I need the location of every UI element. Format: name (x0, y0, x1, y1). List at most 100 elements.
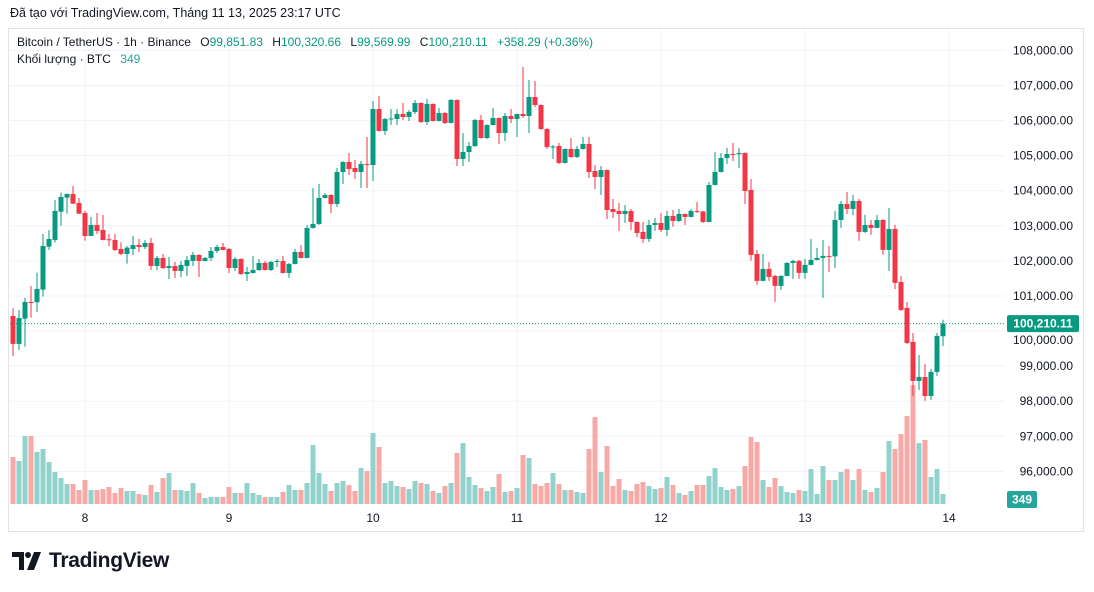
candle[interactable] (178, 260, 184, 277)
candle[interactable] (580, 136, 586, 150)
candle[interactable] (706, 181, 712, 223)
candle[interactable] (808, 238, 814, 266)
candle[interactable] (286, 262, 292, 278)
candle[interactable] (466, 141, 472, 162)
candle[interactable] (526, 79, 532, 133)
candle[interactable] (598, 165, 604, 195)
candle[interactable] (376, 95, 382, 132)
candle[interactable] (58, 192, 64, 226)
candle[interactable] (448, 98, 454, 124)
candle[interactable] (844, 191, 850, 214)
candle[interactable] (196, 253, 202, 277)
candle[interactable] (226, 247, 232, 273)
candle[interactable] (508, 108, 514, 123)
candle[interactable] (358, 160, 364, 188)
candle[interactable] (184, 255, 190, 276)
candle[interactable] (400, 102, 406, 120)
candle[interactable] (142, 239, 148, 249)
candle[interactable] (46, 229, 52, 250)
candle[interactable] (658, 212, 664, 232)
candle[interactable] (262, 260, 268, 271)
candle[interactable] (760, 253, 766, 282)
candle[interactable] (298, 244, 304, 259)
candle[interactable] (604, 169, 610, 219)
candle[interactable] (880, 218, 886, 255)
candle[interactable] (910, 332, 916, 396)
candle[interactable] (202, 256, 208, 262)
candle[interactable] (586, 136, 592, 178)
candle[interactable] (94, 212, 100, 234)
candle[interactable] (394, 108, 400, 125)
candle[interactable] (88, 216, 94, 236)
candle[interactable] (694, 201, 700, 213)
candle[interactable] (514, 113, 520, 137)
candle[interactable] (460, 132, 466, 166)
candle[interactable] (628, 208, 634, 230)
candle[interactable] (640, 221, 646, 243)
candle[interactable] (916, 354, 922, 390)
candle[interactable] (304, 224, 310, 259)
tradingview-logo[interactable]: TradingView (12, 549, 169, 573)
candle[interactable] (106, 233, 112, 246)
candle[interactable] (718, 152, 724, 173)
candle[interactable] (244, 266, 250, 281)
candle[interactable] (904, 301, 910, 344)
candle[interactable] (736, 147, 742, 168)
candle[interactable] (682, 213, 688, 225)
candle[interactable] (40, 233, 46, 297)
candle[interactable] (502, 112, 508, 141)
candle[interactable] (766, 261, 772, 281)
candle[interactable] (436, 107, 442, 122)
candle[interactable] (784, 262, 790, 277)
candle[interactable] (772, 274, 778, 302)
legend-volume-row[interactable]: Khối lượng · BTC 349 (17, 51, 593, 68)
candle[interactable] (670, 209, 676, 227)
candle[interactable] (52, 199, 58, 243)
candle[interactable] (274, 258, 280, 267)
candle[interactable] (424, 98, 430, 125)
candle[interactable] (382, 117, 388, 135)
candle[interactable] (310, 187, 316, 229)
candle[interactable] (280, 255, 286, 274)
candle[interactable] (838, 200, 844, 228)
candle[interactable] (70, 185, 76, 205)
candle[interactable] (898, 275, 904, 311)
candle[interactable] (934, 332, 940, 376)
candle[interactable] (862, 214, 868, 233)
candle[interactable] (832, 210, 838, 268)
candle[interactable] (292, 248, 298, 265)
candle[interactable] (370, 100, 376, 181)
candle[interactable] (346, 152, 352, 175)
candle[interactable] (544, 128, 550, 149)
candle[interactable] (940, 319, 946, 347)
candle[interactable] (742, 152, 748, 204)
candle[interactable] (22, 297, 28, 347)
candle[interactable] (472, 118, 478, 147)
candle[interactable] (730, 142, 736, 161)
candle[interactable] (454, 99, 460, 166)
candle[interactable] (250, 255, 256, 274)
candle[interactable] (412, 99, 418, 114)
candle[interactable] (532, 80, 538, 107)
candle[interactable] (190, 251, 196, 266)
candle[interactable] (616, 202, 622, 231)
candle[interactable] (550, 144, 556, 159)
candle[interactable] (754, 249, 760, 285)
candle[interactable] (646, 219, 652, 242)
candle[interactable] (166, 256, 172, 279)
candle[interactable] (208, 246, 214, 261)
candle[interactable] (874, 214, 880, 229)
candle[interactable] (256, 258, 262, 271)
candle[interactable] (160, 253, 166, 269)
candle[interactable] (124, 245, 130, 264)
candle[interactable] (328, 194, 334, 213)
candle[interactable] (574, 145, 580, 158)
candle[interactable] (688, 208, 694, 218)
candle[interactable] (16, 309, 22, 350)
candle[interactable] (652, 217, 658, 231)
candle[interactable] (538, 104, 544, 130)
candle[interactable] (220, 242, 226, 251)
candle[interactable] (118, 242, 124, 255)
candle[interactable] (64, 193, 70, 214)
